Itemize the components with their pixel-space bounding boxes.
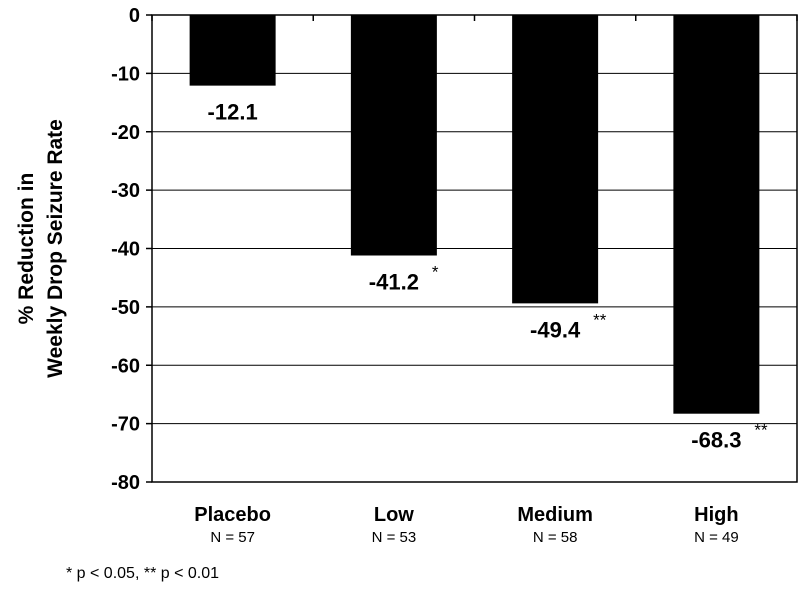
y-tick-label: -20 xyxy=(111,122,140,144)
y-tick-label: -30 xyxy=(111,180,140,202)
x-category-label: Low xyxy=(374,504,414,526)
x-axis-labels: Placebo N = 57 Low N = 53 Medium N = 58 High N … xyxy=(194,504,738,546)
data-label: -68.3 xyxy=(691,428,741,453)
y-tick-label: 0 xyxy=(129,5,140,27)
significance-marker: * xyxy=(432,263,439,282)
bars xyxy=(189,15,760,414)
significance-marker: ** xyxy=(593,310,607,329)
y-axis-ticks: 0 -10 -20 -30 -40 -50 -60 -70 -80 xyxy=(111,5,152,494)
x-axis-ticks xyxy=(151,15,798,21)
x-category-label: Placebo xyxy=(194,504,271,526)
x-sample-size-label: N = 58 xyxy=(533,529,578,546)
data-labels: -12.1 -41.2 * -49.4 ** -68.3 ** xyxy=(208,100,768,453)
significance-marker: ** xyxy=(754,421,768,440)
y-tick-label: -80 xyxy=(111,472,140,494)
bar xyxy=(512,15,599,304)
data-label: -49.4 xyxy=(530,317,581,342)
x-sample-size-label: N = 49 xyxy=(694,529,739,546)
y-axis-label-line-1: % Reduction in xyxy=(15,173,38,325)
x-category-label: Medium xyxy=(517,504,593,526)
bar xyxy=(350,15,437,256)
x-sample-size-label: N = 57 xyxy=(210,529,255,546)
y-tick-label: -60 xyxy=(111,355,140,377)
data-label: -12.1 xyxy=(208,100,258,125)
y-tick-label: -40 xyxy=(111,239,140,261)
bar xyxy=(673,15,760,414)
gridlines xyxy=(152,72,797,425)
y-tick-label: -70 xyxy=(111,414,140,436)
y-tick-label: -50 xyxy=(111,297,140,319)
footnote: * p < 0.05, ** p < 0.01 xyxy=(66,565,220,582)
x-sample-size-label: N = 53 xyxy=(372,529,417,546)
y-axis-label-line-2: Weekly Drop Seizure Rate xyxy=(44,119,67,378)
y-tick-label: -10 xyxy=(111,63,140,85)
bar xyxy=(189,15,276,86)
x-category-label: High xyxy=(694,504,738,526)
data-label: -41.2 xyxy=(369,270,419,295)
